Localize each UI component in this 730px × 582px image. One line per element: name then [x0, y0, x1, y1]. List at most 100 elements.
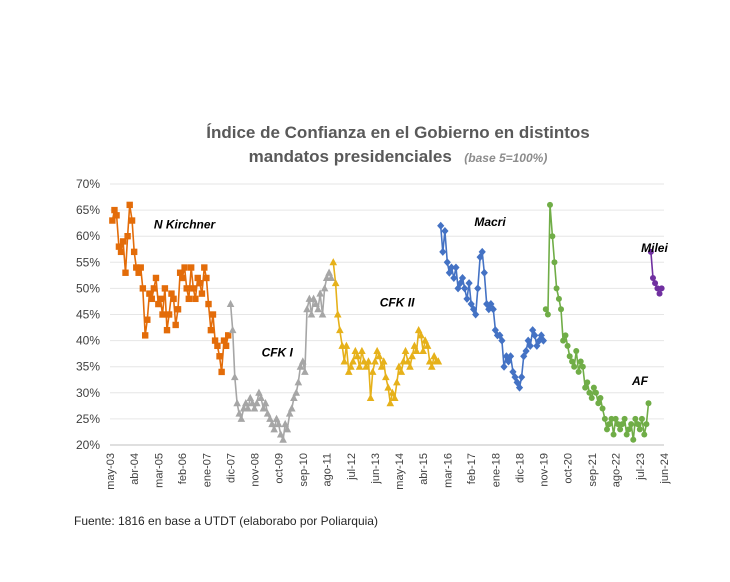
data-point: [619, 421, 626, 428]
data-point: [630, 436, 637, 443]
data-point: [463, 294, 471, 303]
data-point: [119, 238, 127, 245]
data-point: [564, 342, 571, 349]
data-point: [109, 217, 116, 224]
x-tick-label: sep-10: [298, 453, 310, 487]
data-point: [450, 273, 458, 282]
series-cfk-i: [226, 268, 335, 443]
data-point: [465, 279, 473, 288]
data-point: [347, 362, 355, 370]
data-point: [458, 273, 467, 282]
data-point: [388, 388, 397, 396]
data-point: [148, 295, 155, 303]
data-point: [333, 310, 342, 318]
data-point: [181, 264, 188, 271]
y-axis: 20% 25% 30% 35% 40% 45% 50% 55% 60% 65% 70%: [76, 177, 100, 452]
data-point: [395, 362, 403, 370]
data-point: [452, 263, 460, 272]
data-point: [489, 305, 497, 314]
data-point: [340, 357, 349, 365]
data-point: [434, 357, 443, 365]
data-point: [364, 357, 373, 365]
data-point: [636, 426, 643, 433]
data-point: [170, 295, 177, 303]
data-point: [588, 395, 595, 402]
data-point: [165, 311, 173, 318]
y-tick-label: 25%: [76, 412, 100, 426]
data-point: [575, 368, 582, 375]
x-tick-label: sep-21: [587, 453, 599, 487]
data-point: [187, 264, 195, 271]
chart-subtitle: (base 5=100%): [464, 151, 547, 165]
data-point: [603, 426, 610, 433]
x-tick-label: nov-08: [249, 453, 261, 487]
data-point: [623, 431, 630, 438]
series-label: N Kirchner: [154, 217, 217, 231]
data-point: [263, 409, 272, 417]
data-point: [209, 311, 217, 318]
x-tick-label: oct-09: [274, 453, 286, 484]
data-point: [573, 348, 580, 355]
y-tick-label: 35%: [76, 360, 100, 374]
data-point: [220, 337, 228, 344]
data-point: [553, 285, 560, 292]
data-point: [358, 346, 366, 355]
data-point: [577, 358, 584, 365]
data-point: [566, 353, 573, 360]
x-tick-label: dic-07: [226, 453, 238, 483]
data-point: [283, 425, 292, 433]
data-point: [115, 243, 123, 250]
data-point: [397, 367, 406, 375]
data-point: [152, 274, 160, 282]
data-point: [658, 285, 665, 292]
data-point: [159, 311, 166, 318]
data-point: [155, 300, 162, 308]
y-tick-label: 60%: [76, 229, 100, 243]
data-point: [270, 425, 278, 433]
data-point: [183, 285, 190, 292]
data-point: [259, 404, 268, 412]
data-point: [393, 378, 401, 386]
data-point: [274, 419, 283, 428]
y-tick-label: 55%: [76, 255, 100, 269]
series-milei: [647, 248, 665, 297]
data-point: [408, 352, 416, 360]
series-layer: [109, 201, 665, 443]
data-point: [615, 421, 622, 428]
data-point: [168, 290, 175, 297]
data-point: [111, 206, 118, 214]
series-n-kirchner: [109, 201, 232, 376]
data-point: [242, 399, 250, 407]
data-point: [312, 299, 320, 308]
data-point: [584, 379, 591, 386]
data-point: [325, 268, 333, 276]
series-label: CFK I: [262, 345, 294, 359]
x-tick-label: abr-15: [418, 453, 430, 485]
data-point: [196, 279, 204, 287]
data-point: [318, 310, 327, 318]
data-point: [377, 362, 386, 370]
x-tick-label: jul-12: [346, 453, 358, 481]
data-point: [150, 285, 158, 292]
data-point: [314, 305, 322, 313]
data-point: [198, 290, 206, 297]
series-label: Milei: [641, 241, 668, 255]
x-tick-label: may-14: [394, 453, 406, 490]
data-point: [515, 383, 524, 392]
data-point: [250, 404, 259, 412]
data-point: [560, 337, 567, 344]
data-point: [621, 415, 628, 422]
data-point: [226, 299, 235, 308]
data-point: [179, 274, 186, 282]
data-point: [608, 415, 615, 422]
data-point: [425, 357, 434, 365]
data-point: [506, 352, 515, 361]
data-point: [474, 284, 482, 293]
data-point: [467, 300, 475, 309]
data-point: [504, 357, 513, 366]
data-point: [126, 201, 133, 209]
data-point: [285, 409, 294, 417]
data-point: [216, 353, 223, 360]
data-point: [414, 325, 423, 334]
data-point: [437, 221, 445, 230]
